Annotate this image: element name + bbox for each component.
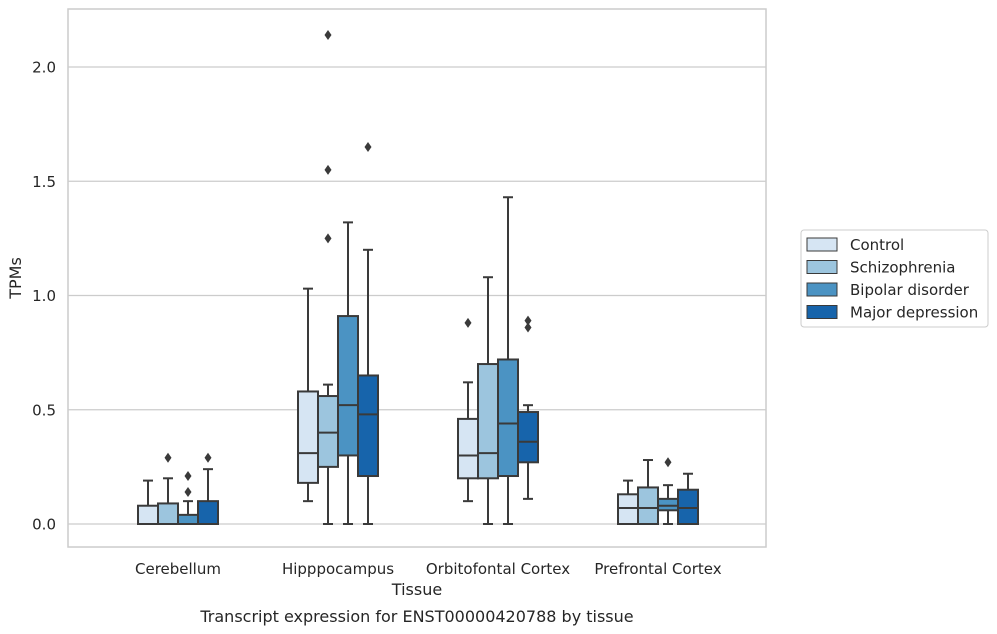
legend-label: Control [850, 236, 904, 254]
y-tick-label: 0.0 [32, 516, 56, 534]
box-3-3 [677, 472, 699, 526]
legend-item: Major depression [806, 304, 978, 322]
box-0-3 [197, 452, 219, 525]
box-iqr [137, 504, 159, 526]
legend-swatch [806, 260, 838, 274]
box-3-1 [637, 459, 659, 526]
box-iqr [177, 513, 199, 525]
legend-swatch [806, 305, 838, 319]
plot-boxes [137, 30, 699, 526]
box-3-0 [617, 479, 639, 526]
legend-item: Bipolar disorder [806, 281, 970, 299]
outlier-point [164, 452, 172, 463]
box-2-3 [517, 315, 539, 500]
box-0-0 [137, 479, 159, 526]
box-iqr [517, 411, 539, 464]
legend-swatch [806, 282, 838, 297]
box-iqr [317, 395, 339, 468]
box-0-2 [177, 471, 199, 525]
box-1-3 [357, 141, 379, 525]
chart-caption: Transcript expression for ENST0000042078… [199, 607, 633, 626]
box-iqr [457, 417, 479, 480]
box-3-2 [657, 457, 679, 525]
box-iqr [337, 315, 359, 457]
x-tick-labels: Cerebellum Hipppocampus Orbitofontal Corte… [135, 560, 722, 578]
plot-frame [67, 8, 767, 548]
y-axis-label: TPMs [6, 257, 25, 300]
box-0-1 [157, 452, 179, 525]
legend-label: Major depression [850, 304, 978, 322]
box-1-1 [317, 30, 339, 525]
x-tick-label: Cerebellum [135, 560, 221, 578]
legend: Control Schizophrenia Bipolar disorder Majo… [800, 229, 989, 328]
y-gridlines [68, 66, 766, 525]
box-2-2 [497, 196, 519, 525]
legend-item: Control [806, 236, 904, 254]
y-tick-labels: 0.0 0.5 1.0 1.5 2.0 [32, 59, 56, 534]
outlier-point [524, 322, 532, 333]
x-axis-label: Tissue [391, 580, 442, 599]
box-iqr [677, 488, 699, 526]
y-tick-label: 1.0 [32, 287, 56, 305]
outlier-point [324, 233, 332, 244]
y-tick-label: 0.5 [32, 401, 56, 419]
box-iqr [357, 374, 379, 478]
box-2-1 [477, 276, 499, 525]
x-tick-label: Orbitofontal Cortex [426, 560, 570, 578]
x-tick-label: Hipppocampus [282, 560, 394, 578]
outlier-point [664, 457, 672, 468]
box-iqr [657, 497, 679, 512]
outlier-point [184, 487, 192, 498]
box-iqr [157, 502, 179, 525]
legend-swatch [806, 237, 838, 252]
y-tick-label: 1.5 [32, 173, 56, 191]
outlier-point [464, 317, 472, 328]
box-1-0 [297, 287, 319, 503]
outlier-point [184, 471, 192, 482]
legend-item: Schizophrenia [806, 259, 955, 277]
box-iqr [497, 358, 519, 478]
legend-items: Control Schizophrenia Bipolar disorder Majo… [806, 236, 978, 322]
outlier-point [324, 164, 332, 175]
legend-frame [800, 229, 989, 328]
box-iqr [477, 363, 499, 480]
outlier-point [364, 141, 372, 152]
box-iqr [197, 500, 219, 525]
box-1-2 [337, 221, 359, 525]
x-tick-label: Prefrontal Cortex [594, 560, 721, 578]
outlier-point [324, 30, 332, 41]
y-tick-label: 2.0 [32, 59, 56, 77]
outlier-point [524, 315, 532, 326]
box-iqr [297, 390, 319, 484]
legend-label: Bipolar disorder [850, 281, 970, 299]
outlier-point [204, 452, 212, 463]
legend-label: Schizophrenia [850, 259, 955, 277]
box-iqr [617, 493, 639, 526]
box-iqr [637, 486, 659, 526]
